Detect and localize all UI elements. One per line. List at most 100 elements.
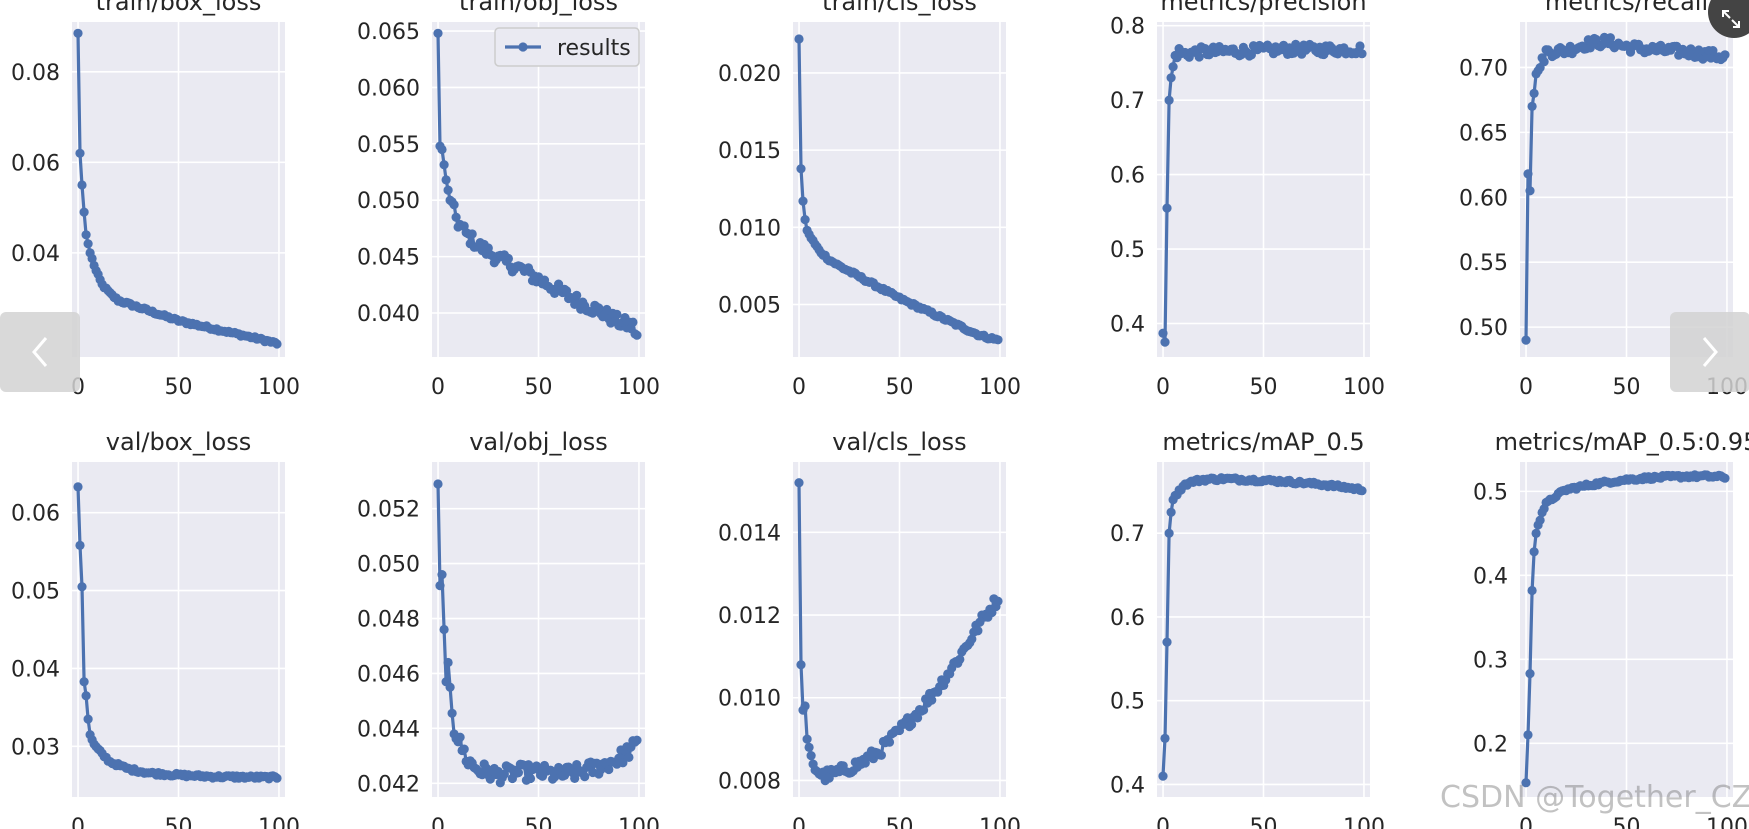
x-tick-label: 0: [431, 375, 445, 400]
data-point: [1168, 62, 1178, 72]
legend: results: [494, 27, 640, 67]
data-point: [1523, 169, 1533, 179]
y-tick-label: 0.5: [1110, 690, 1145, 715]
data-point: [1529, 88, 1539, 98]
previous-image-button[interactable]: [0, 312, 80, 392]
y-tick-label: 0.5: [1473, 480, 1508, 505]
series-results: [73, 482, 282, 784]
x-tick-label: 50: [165, 815, 193, 829]
y-tick-label: 0.4: [1473, 564, 1508, 589]
chart-title: train/box_loss: [96, 0, 262, 16]
data-point: [1162, 203, 1172, 213]
x-tick-label: 50: [1613, 375, 1641, 400]
x-tick-label: 0: [1156, 375, 1170, 400]
y-tick-label: 0.8: [1110, 15, 1145, 40]
chart-val-obj-loss: 0 50 100 0.042 0.044 0.046 0.048 0.050 0.052 val/…: [357, 428, 660, 829]
data-point: [973, 626, 983, 636]
data-point: [83, 239, 93, 249]
series-results: [433, 28, 642, 340]
chart-title: train/cls_loss: [822, 0, 977, 16]
chart-metrics-map-0-5: 0 50 100 0.4 0.5 0.6 0.7 metrics/mAP_0.5: [1110, 428, 1385, 829]
data-point: [1164, 95, 1174, 105]
y-tick-label: 0.4: [1110, 313, 1145, 338]
y-tick-label: 0.6: [1110, 164, 1145, 189]
x-tick-label: 50: [1250, 815, 1278, 829]
chart-train-obj-loss: 0 50 100 0.040 0.045 0.050 0.055 0.060 0.065 trai…: [357, 0, 660, 400]
x-tick-label: 100: [1706, 815, 1748, 829]
data-point: [1160, 733, 1170, 744]
series-results: [1521, 470, 1730, 788]
y-tick-label: 0.005: [718, 294, 781, 319]
data-point: [967, 634, 977, 644]
y-tick-label: 0.5: [1110, 238, 1145, 263]
data-point: [447, 708, 457, 718]
data-point: [75, 148, 85, 158]
y-tick-label: 0.010: [718, 216, 781, 241]
data-point: [1525, 669, 1535, 679]
x-tick-label: 0: [792, 815, 806, 829]
y-tick-label: 0.042: [357, 772, 420, 797]
series-results: [794, 478, 1003, 786]
data-point: [459, 744, 469, 754]
chart-title: train/obj_loss: [459, 0, 618, 16]
y-tick-label: 0.010: [718, 687, 781, 712]
data-point: [628, 317, 638, 327]
y-tick-label: 0.55: [1459, 251, 1508, 276]
data-point: [83, 714, 93, 724]
watermark: CSDN @Together_CZ: [1440, 780, 1749, 815]
data-point: [796, 164, 806, 174]
x-tick-label: 100: [258, 375, 300, 400]
y-tick-label: 0.50: [1459, 316, 1508, 341]
data-point: [1720, 473, 1730, 483]
y-tick-label: 0.008: [718, 769, 781, 794]
y-tick-label: 0.70: [1459, 56, 1508, 81]
data-point: [1521, 778, 1531, 788]
data-point: [1605, 33, 1615, 43]
y-tick-label: 0.040: [357, 302, 420, 327]
chart-metrics-precision: 0 50 100 0.4 0.5 0.6 0.7 0.8 metrics/precision: [1110, 0, 1385, 400]
data-point: [572, 290, 582, 300]
chart-title: val/cls_loss: [832, 428, 966, 456]
data-point: [802, 734, 812, 744]
x-tick-label: 50: [1250, 375, 1278, 400]
y-tick-label: 0.014: [718, 521, 781, 546]
chart-metrics-map-0-5-0-95: 0 50 100 0.2 0.3 0.4 0.5 metrics/mAP_0.5:0.95: [1473, 428, 1749, 829]
data-point: [562, 286, 572, 296]
data-point: [612, 309, 622, 319]
chart-train-cls-loss: 0 50 100 0.005 0.010 0.015 0.020 train/cls_loss: [718, 0, 1021, 400]
data-point: [632, 330, 642, 340]
chart-val-cls-loss: 0 50 100 0.008 0.010 0.012 0.014 val/cls_loss: [718, 428, 1021, 829]
y-tick-label: 0.060: [357, 76, 420, 101]
data-point: [1720, 50, 1730, 60]
legend-label: results: [557, 36, 631, 61]
y-tick-label: 0.06: [11, 502, 60, 527]
data-point: [1535, 515, 1545, 525]
y-tick-label: 0.6: [1110, 606, 1145, 631]
data-point: [955, 654, 965, 665]
data-point: [993, 335, 1003, 345]
y-tick-label: 0.03: [11, 735, 60, 760]
x-tick-label: 100: [618, 815, 660, 829]
y-tick-label: 0.046: [357, 662, 420, 687]
chart-title: metrics/mAP_0.5: [1162, 428, 1364, 456]
data-point: [1523, 730, 1533, 740]
x-tick-label: 50: [886, 375, 914, 400]
data-point: [884, 737, 895, 747]
x-tick-label: 100: [258, 815, 300, 829]
data-point: [81, 691, 91, 701]
data-point: [794, 478, 804, 488]
next-image-button[interactable]: [1670, 312, 1749, 392]
y-tick-label: 0.3: [1473, 648, 1508, 673]
data-point: [73, 482, 83, 492]
data-point: [435, 581, 445, 591]
data-point: [87, 253, 97, 264]
data-point: [433, 28, 443, 38]
data-point: [79, 677, 89, 687]
data-point: [73, 28, 83, 38]
data-point: [1539, 57, 1549, 67]
y-tick-label: 0.60: [1459, 186, 1508, 211]
data-point: [919, 705, 929, 715]
x-tick-label: 0: [792, 375, 806, 400]
data-point: [1164, 528, 1174, 538]
